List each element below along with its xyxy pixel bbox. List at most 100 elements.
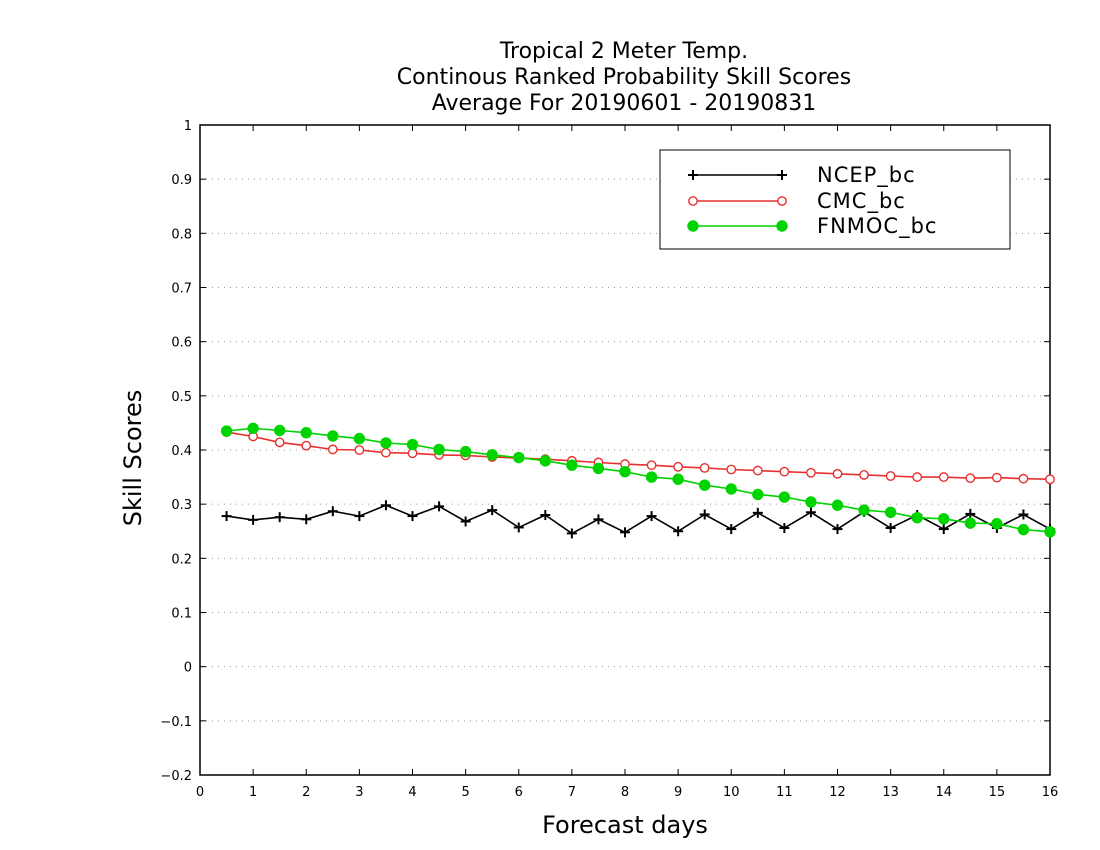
grid-lines bbox=[200, 178, 1050, 722]
data-point-fnmoc-bc bbox=[725, 483, 737, 495]
data-point-fnmoc-bc bbox=[353, 432, 366, 445]
x-tick-label: 2 bbox=[302, 785, 310, 800]
data-point-cmc-bc bbox=[912, 472, 923, 482]
data-point-cmc-bc bbox=[965, 473, 976, 484]
data-point-fnmoc-bc bbox=[911, 512, 923, 524]
x-tick-label: 5 bbox=[461, 785, 469, 800]
series-ncep-bc bbox=[221, 500, 1055, 539]
y-tick-label: 0.7 bbox=[171, 282, 192, 297]
data-point-cmc-bc bbox=[407, 448, 418, 459]
data-point-cmc-bc bbox=[885, 471, 896, 481]
data-point-ncep-bc bbox=[487, 505, 498, 516]
legend-box bbox=[659, 149, 1011, 250]
y-tick-label: 0.5 bbox=[171, 390, 192, 405]
data-point-fnmoc-bc bbox=[831, 499, 844, 511]
y-tick-label: 0.1 bbox=[171, 607, 192, 622]
data-point-cmc-bc bbox=[726, 464, 737, 475]
series-line-ncep-bc bbox=[226, 504, 1051, 535]
data-point-fnmoc-bc bbox=[406, 438, 419, 451]
legend-item-cmc-bc: CMC_bc bbox=[688, 189, 906, 214]
y-tick-label: −0.2 bbox=[160, 769, 192, 784]
data-point-cmc-bc bbox=[806, 467, 816, 478]
data-point-cmc-bc bbox=[673, 461, 684, 472]
data-point-ncep-bc bbox=[805, 507, 816, 518]
data-point-cmc-bc bbox=[381, 447, 391, 458]
data-point-fnmoc-bc bbox=[858, 504, 870, 516]
y-tick-label: 0.9 bbox=[171, 173, 192, 188]
data-point-ncep-bc bbox=[832, 524, 843, 535]
y-tick-label: 0.8 bbox=[171, 227, 192, 242]
y-tick-label: 0 bbox=[184, 661, 192, 676]
title-line-2: Continous Ranked Probability Skill Score… bbox=[397, 65, 851, 90]
legend-label: FNMOC_bc bbox=[817, 214, 937, 239]
data-point-fnmoc-bc bbox=[645, 471, 658, 483]
data-point-ncep-bc bbox=[593, 514, 604, 525]
legend-item-fnmoc-bc: FNMOC_bc bbox=[687, 214, 937, 239]
series-fnmoc-bc bbox=[220, 422, 1056, 538]
x-tick-label: 6 bbox=[515, 785, 523, 800]
data-point-fnmoc-bc bbox=[964, 517, 977, 529]
data-point-fnmoc-bc bbox=[220, 425, 233, 437]
x-tick-label: 9 bbox=[674, 785, 682, 800]
data-point-fnmoc-bc bbox=[566, 459, 578, 471]
data-point-cmc-bc bbox=[859, 470, 869, 480]
legend-marker-start bbox=[687, 220, 699, 232]
data-point-ncep-bc bbox=[1018, 509, 1029, 520]
x-tick-label: 13 bbox=[882, 785, 899, 800]
data-point-fnmoc-bc bbox=[459, 445, 472, 458]
legend-marker-end bbox=[777, 170, 787, 180]
data-point-fnmoc-bc bbox=[619, 465, 631, 478]
plot-axes: 10.90.80.70.60.50.40.30.20.10−0.1−0.20 1 2… bbox=[160, 119, 1058, 800]
data-point-cmc-bc bbox=[832, 468, 843, 479]
title-line-3: Average For 20190601 - 20190831 bbox=[432, 91, 817, 116]
data-point-fnmoc-bc bbox=[752, 488, 764, 501]
x-tick-label: 0 bbox=[196, 785, 204, 800]
data-point-fnmoc-bc bbox=[805, 496, 817, 508]
data-point-fnmoc-bc bbox=[778, 491, 791, 503]
data-point-ncep-bc bbox=[301, 514, 312, 525]
series-line-cmc-bc bbox=[226, 431, 1051, 480]
data-point-fnmoc-bc bbox=[539, 455, 552, 467]
data-point-cmc-bc bbox=[991, 472, 1002, 483]
data-point-ncep-bc bbox=[699, 509, 710, 520]
data-point-ncep-bc bbox=[620, 527, 630, 538]
data-point-ncep-bc bbox=[380, 500, 391, 511]
data-point-ncep-bc bbox=[646, 511, 657, 522]
y-tick-label: 1 bbox=[184, 119, 192, 134]
y-tick-label: 0.2 bbox=[171, 552, 192, 567]
legend-marker-end bbox=[776, 220, 788, 232]
legend-item-ncep-bc: NCEP_bc bbox=[688, 163, 915, 188]
legend-marker-start bbox=[688, 196, 698, 206]
series-layer bbox=[220, 422, 1056, 539]
data-point-ncep-bc bbox=[566, 528, 577, 539]
data-point-ncep-bc bbox=[779, 523, 790, 533]
x-tick-label: 14 bbox=[935, 785, 952, 800]
x-tick-label: 8 bbox=[621, 785, 629, 800]
data-point-fnmoc-bc bbox=[672, 473, 684, 485]
legend-label: CMC_bc bbox=[817, 189, 906, 214]
data-point-ncep-bc bbox=[752, 507, 763, 518]
data-point-ncep-bc bbox=[434, 501, 445, 512]
x-tick-label: 11 bbox=[776, 785, 793, 800]
data-point-ncep-bc bbox=[965, 508, 976, 519]
data-point-fnmoc-bc bbox=[1044, 526, 1056, 538]
legend-marker-end bbox=[777, 196, 787, 206]
x-tick-label: 7 bbox=[568, 785, 576, 800]
data-point-cmc-bc bbox=[274, 437, 285, 448]
data-point-fnmoc-bc bbox=[991, 517, 1003, 530]
data-point-fnmoc-bc bbox=[486, 449, 498, 461]
data-point-ncep-bc bbox=[885, 523, 896, 533]
y-tick-label: 0.3 bbox=[171, 498, 192, 513]
data-point-cmc-bc bbox=[699, 462, 710, 473]
data-point-ncep-bc bbox=[673, 526, 684, 537]
data-point-cmc-bc bbox=[646, 460, 657, 471]
data-point-cmc-bc bbox=[301, 440, 312, 451]
data-point-ncep-bc bbox=[407, 511, 418, 522]
data-point-cmc-bc bbox=[354, 445, 365, 455]
data-point-ncep-bc bbox=[248, 514, 259, 525]
data-point-cmc-bc bbox=[1045, 474, 1055, 485]
data-point-ncep-bc bbox=[540, 510, 551, 520]
x-tick-label: 15 bbox=[989, 785, 1006, 800]
series-line-fnmoc-bc bbox=[226, 427, 1051, 533]
